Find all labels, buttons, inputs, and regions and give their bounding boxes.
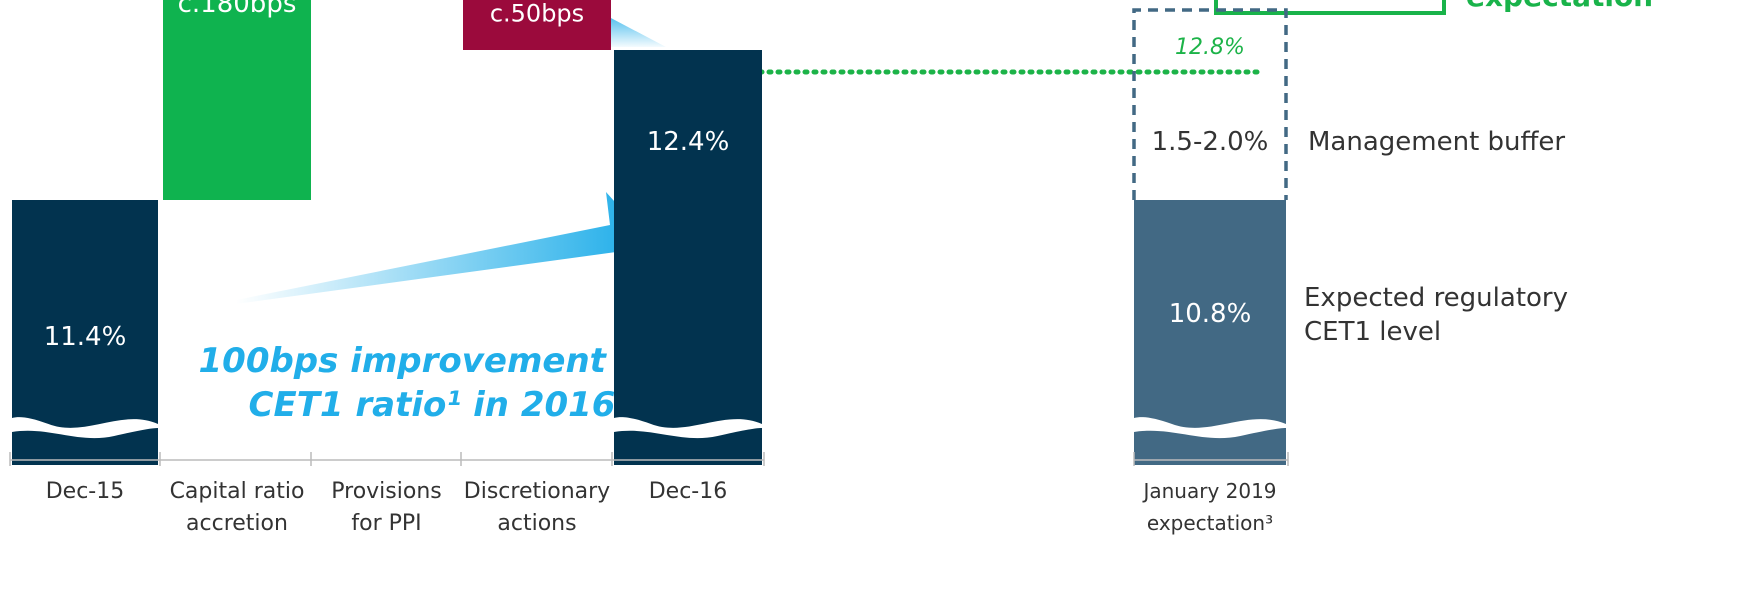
improvement-annotation: 100bps improvement in CET1 ratio¹ in 201… [199, 341, 666, 425]
bar-label-dec-16: 12.4% [647, 127, 730, 157]
x-tick-label-1-1: accretion [186, 511, 288, 536]
legend-management-buffer: Management buffer [1308, 127, 1565, 157]
x-tick-label-1-0: Capital ratio [170, 479, 305, 504]
legend-regulatory-line-1: Expected regulatory [1304, 283, 1568, 313]
target-total-label: 12.8% [1175, 35, 1245, 60]
x-tick-label-5-1: expectation³ [1147, 511, 1273, 535]
bar-label-management-buffer: 1.5-2.0% [1152, 127, 1269, 157]
bar-target-management-buffer [1132, 8, 1288, 200]
bar-label-regulatory-level: 10.8% [1169, 299, 1252, 329]
bar-target-regulatory-level-upper [1134, 200, 1286, 428]
bar-target-regulatory-level-lower [1134, 428, 1286, 465]
bar-discretionary-actions [463, 0, 611, 50]
x-tick-label-4-0: Dec-16 [649, 479, 728, 504]
bar-discretionary-actions-label: c.50bps [490, 0, 584, 28]
bar-dec-16-upper [614, 50, 762, 428]
bar-capital-ratio-accretion [163, 0, 311, 200]
x-tick-label-2-1: for PPI [351, 511, 421, 536]
bar-dec-15-lower [12, 428, 158, 465]
header-fragment-text: expectation [1466, 0, 1653, 13]
bar-label-dec-15: 11.4% [44, 322, 127, 352]
annotation-line-2: CET1 ratio¹ in 2016 [249, 385, 616, 425]
x-tick-label-5-0: January 2019 [1141, 479, 1276, 503]
improvement-arrow [236, 192, 640, 304]
legend-regulatory-line-2: CET1 level [1304, 317, 1441, 347]
header-box-fragment [1214, 0, 1446, 15]
x-tick-label-3-0: Discretionary [464, 479, 610, 504]
x-tick-label-3-1: actions [497, 511, 576, 536]
x-tick-label-0-0: Dec-15 [46, 479, 125, 504]
bar-dec-16-lower [614, 428, 762, 465]
bar-capital-ratio-accretion-label: c.180bps [178, 0, 297, 19]
bar-dec-15-upper [12, 200, 158, 428]
annotation-line-1: 100bps improvement in [199, 341, 654, 381]
x-tick-label-2-0: Provisions [331, 479, 441, 504]
